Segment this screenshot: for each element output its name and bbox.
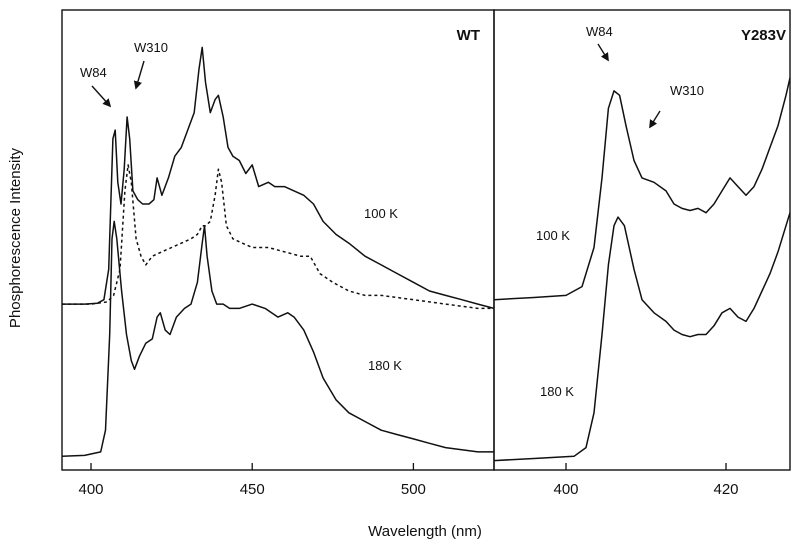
wt-series-2-line [61,220,494,458]
wt-series-0-line [62,46,495,310]
y283v-annotation-w310: W310 [670,83,704,98]
wt-x-tick-label-500: 500 [401,481,426,498]
y283v-annotation-w84: W84 [586,24,613,39]
wt-series-1-line [62,164,494,310]
wt-arrow-w310 [133,60,145,90]
y283v-x-tick-label-400: 400 [553,481,578,498]
y283v-arrow-w84 [597,43,609,62]
wt-annotation-w84: W84 [80,65,107,80]
panel-wt-frame [61,9,495,471]
panel-y283v-title: Y283V [741,27,786,44]
wt-annotation-180k: 180 K [368,358,402,373]
y283v-x-tick-label-420: 420 [713,481,738,498]
y283v-arrow-w310 [649,110,661,129]
panel-y283v-plot [493,77,791,462]
panel-y283v-ticks: 400 420 [553,463,739,498]
x-axis-title: Wavelength (nm) [368,523,482,540]
wt-x-tick-label-450: 450 [240,481,265,498]
y283v-annotation-100k: 100 K [536,228,570,243]
y283v-annotation-180k: 180 K [540,384,574,399]
panel-wt-ticks: 400 450 500 [78,463,426,498]
panel-y283v: 400 420 Y283V W84 W310 100 K 180 K [493,9,791,498]
y283v-series-0-line [493,77,791,301]
y-axis-title: Phosphorescence Intensity [7,147,24,328]
panel-wt: 400 450 500 WT W84 W310 100 K 180 K [61,9,495,498]
wt-annotation-w310: W310 [134,40,168,55]
wt-x-tick-label-400: 400 [78,481,103,498]
y283v-series-1-line [493,212,791,462]
panel-wt-plot [61,46,495,458]
panel-y283v-frame [493,9,791,471]
wt-arrow-w84 [91,85,112,108]
wt-annotation-100k: 100 K [364,206,398,221]
panel-wt-title: WT [457,27,480,44]
